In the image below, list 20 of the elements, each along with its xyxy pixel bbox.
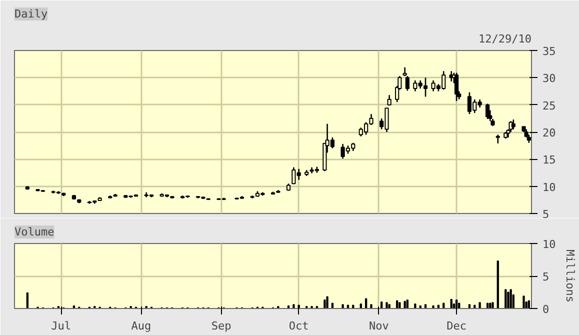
x-tick-label: Dec — [446, 320, 466, 332]
y-tick-label: 5 — [542, 270, 550, 284]
chart-title: Daily — [14, 8, 48, 20]
x-tick-label: Aug — [131, 320, 152, 332]
y-tick-label: 15 — [542, 154, 556, 167]
y-tick-label: 25 — [542, 99, 556, 112]
y-axis-title: Millions — [564, 250, 577, 302]
text: 12/29/10 — [478, 32, 532, 46]
y-tick-label: 10 — [542, 180, 556, 194]
y-tick-label: 35 — [542, 45, 556, 58]
y-tick-label: 5 — [542, 208, 550, 221]
x-tick-label: Oct — [288, 320, 309, 332]
x-tick-label: Sep — [211, 320, 232, 332]
x-tick-label: Jul — [51, 320, 71, 332]
y-tick-label: 0 — [542, 303, 550, 316]
chart-title: Volume — [14, 226, 54, 238]
x-tick-label: Nov — [369, 320, 390, 332]
y-tick-label: 10 — [542, 238, 556, 251]
y-tick-label: 20 — [542, 126, 556, 140]
y-tick-label: 30 — [542, 72, 556, 86]
